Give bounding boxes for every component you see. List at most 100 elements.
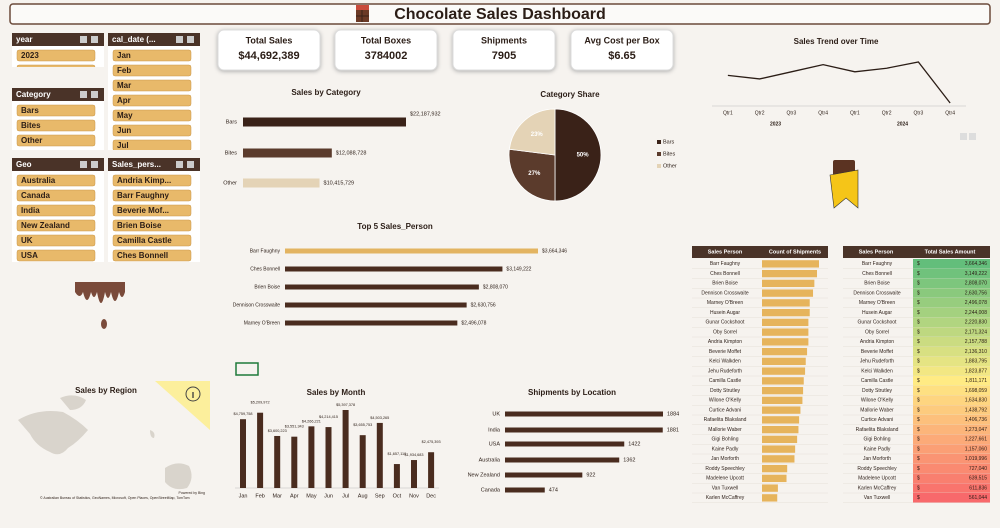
pie-slice [554,108,602,202]
slicer-item[interactable] [16,174,96,187]
table-cell: 1,157,060 [965,446,987,452]
filter-icon[interactable] [176,36,183,43]
heat-cell [913,454,990,464]
heat-cell [913,298,990,308]
heat-cell [913,366,990,376]
heat-cell [913,307,990,318]
bar [376,422,383,488]
table-cell: 1,883,795 [965,359,987,365]
table-cell: Mallorie Waber [708,427,742,433]
slicer-item[interactable] [16,219,96,232]
selected-cell [235,362,259,376]
slicer-item[interactable] [112,174,192,187]
slicer-item[interactable] [112,79,192,92]
filter-icon[interactable] [80,36,87,43]
slicer-item[interactable] [112,94,192,107]
slicer-item[interactable] [112,49,192,62]
bar [285,284,479,290]
slicer-item[interactable] [16,104,96,117]
clear-filter-icon[interactable] [91,91,98,98]
table-cell: 1,406,736 [965,417,987,423]
slicer-title: cal_date (... [112,35,156,44]
slicer-item[interactable] [112,234,192,247]
slicer-item[interactable] [16,204,96,217]
data-label: $1,657,110 [388,452,407,456]
table-cell: 611,836 [969,485,987,491]
slicer-item[interactable] [16,49,96,62]
slicer-item[interactable] [112,109,192,122]
category-label: India [488,427,501,433]
table-cell: $ [917,485,920,491]
heat-cell [913,356,990,367]
data-bar [762,484,778,492]
filter-icon[interactable] [80,161,87,168]
slicer-item-label: 2024 [21,66,39,75]
data-label: $4,266,221 [302,419,321,423]
clear-filter-icon[interactable] [187,36,194,43]
column-header: Sales Person [708,249,743,255]
table-cell: Dotty Strutley [862,388,893,394]
x-tick-label: Apr [290,493,299,499]
column-header: Total Sales Amount [925,249,976,255]
table-cell: Dennison Crosswaite [701,290,748,296]
table-cell: 2,171,324 [965,329,987,335]
table-cell: 2,220,830 [965,320,987,326]
bar [285,320,458,326]
heat-cell [913,317,990,328]
slicer-item-label: Mar [117,81,131,90]
slicer-item[interactable] [112,124,192,137]
data-bar [762,386,804,395]
bar [325,427,332,488]
land [165,463,192,490]
data-bar [762,260,819,268]
data-bar [762,308,810,317]
data-label: 50% [577,153,590,159]
data-label: 922 [586,472,595,478]
heat-cell [913,395,990,406]
table-cell: $ [917,349,920,355]
slicer-item-label: Ches Bonnell [117,251,168,260]
table-cell: 1,698,059 [965,388,987,394]
kpi-label: Total Boxes [361,35,411,45]
slicer-item[interactable] [16,134,96,147]
info-icon[interactable] [185,386,201,402]
filter-icon[interactable] [80,91,87,98]
clear-filter-icon[interactable] [91,161,98,168]
data-bar [762,416,800,424]
table-cell: 1,634,830 [965,398,987,404]
slicer-item-label: Beverie Mof... [117,206,169,215]
slicer-items: Australia Canada India New Zealand UK USA [16,174,96,262]
zoom-buttons[interactable] [960,133,976,140]
slicer-item[interactable] [112,64,192,77]
filter-icon[interactable] [176,161,183,168]
map-credit: Powered by Bing [179,491,206,495]
slicer-item[interactable] [16,249,96,262]
slicer-item[interactable] [112,219,192,232]
clear-filter-icon[interactable] [91,36,98,43]
slicer-item[interactable] [112,139,192,151]
category-label: Barr Faughny [250,248,281,254]
data-label: $4,759,758 [233,412,252,416]
clear-filter-icon[interactable] [187,161,194,168]
heat-cell [913,288,990,298]
slicer-item[interactable] [112,189,192,202]
table-cell: 2,808,070 [965,281,987,287]
table-header [843,246,990,258]
table-cell: $ [917,339,920,345]
slicer-item-label: USA [21,251,38,260]
info-panel [155,381,210,430]
slicer-item[interactable] [16,234,96,247]
table-cell: Karlen McCaffrey [858,485,897,491]
table-cell: Marney O'Breen [859,300,895,306]
table-cell: Andria Kimpton [860,339,894,345]
slicer-item[interactable] [16,189,96,202]
table-cell: 2,157,788 [965,339,987,345]
slicer-item[interactable] [16,64,96,76]
slicer-item[interactable] [112,249,192,262]
data-label: $3,149,222 [506,266,531,272]
table-cell: $ [917,300,920,306]
slicer-item[interactable] [112,204,192,217]
slicer-item[interactable] [16,119,96,132]
bar [291,436,298,488]
